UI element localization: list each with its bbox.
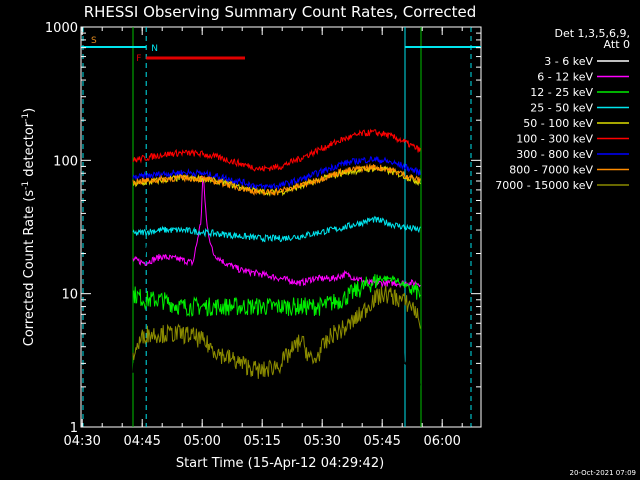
legend-header-1: Att 0 (604, 38, 630, 51)
x-tick-label-1: 04:45 (123, 434, 160, 449)
y-tick-label-2: 100 (53, 154, 78, 169)
series-line-2 (132, 274, 421, 317)
legend-label-6: 300 - 800 keV (516, 148, 593, 161)
legend: Det 1,3,5,6,9,Att 0 3 - 6 keV 6 - 12 keV 12… (495, 27, 630, 192)
flag-label-0: S (91, 36, 97, 46)
series-line-8 (132, 285, 421, 379)
legend-label-1: 6 - 12 keV (537, 71, 593, 84)
series-line-6 (132, 155, 421, 191)
x-tick-label-5: 05:45 (363, 434, 400, 449)
y-tick-label-3: 1000 (45, 21, 78, 36)
axes: 04:30 04:45 05:00 05:15 05:30 05:45 06:00 1 10 10… (45, 21, 481, 449)
flag-label-2: F (136, 54, 141, 64)
legend-label-4: 50 - 100 keV (523, 117, 593, 130)
x-tick-label-4: 05:30 (303, 434, 340, 449)
legend-label-8: 7000 - 15000 keV (495, 179, 593, 192)
flag-label-1: N (151, 44, 158, 54)
x-axis-label: Start Time (15-Apr-12 04:29:42) (176, 456, 384, 471)
x-tick-label-3: 05:15 (243, 434, 280, 449)
legend-label-5: 100 - 300 keV (516, 133, 593, 146)
x-tick-label-6: 06:00 (423, 434, 460, 449)
series-line-1 (132, 175, 421, 289)
legend-label-7: 800 - 7000 keV (509, 164, 593, 177)
series-line-5 (132, 128, 421, 172)
legend-header-0: Det 1,3,5,6,9, (554, 27, 630, 40)
chart-title: RHESSI Observing Summary Count Rates, Co… (84, 3, 477, 21)
plot-frame (80, 26, 482, 428)
x-tick-label-2: 05:00 (183, 434, 220, 449)
legend-label-2: 12 - 25 keV (530, 86, 593, 99)
footer-date: 20-Oct-2021 07:09 (570, 469, 636, 477)
legend-label-3: 25 - 50 keV (530, 102, 593, 115)
x-tick-label-0: 04:30 (63, 434, 100, 449)
legend-label-0: 3 - 6 keV (544, 55, 593, 68)
series-line-7 (132, 163, 421, 197)
y-axis-label: Corrected Count Rate (s-1 detector-1) (21, 108, 37, 346)
plot-content: S NF (81, 27, 481, 427)
y-tick-label-1: 10 (61, 288, 78, 303)
series-line-0 (132, 220, 421, 410)
series-line-3 (132, 215, 421, 243)
y-tick-label-0: 1 (70, 421, 78, 436)
